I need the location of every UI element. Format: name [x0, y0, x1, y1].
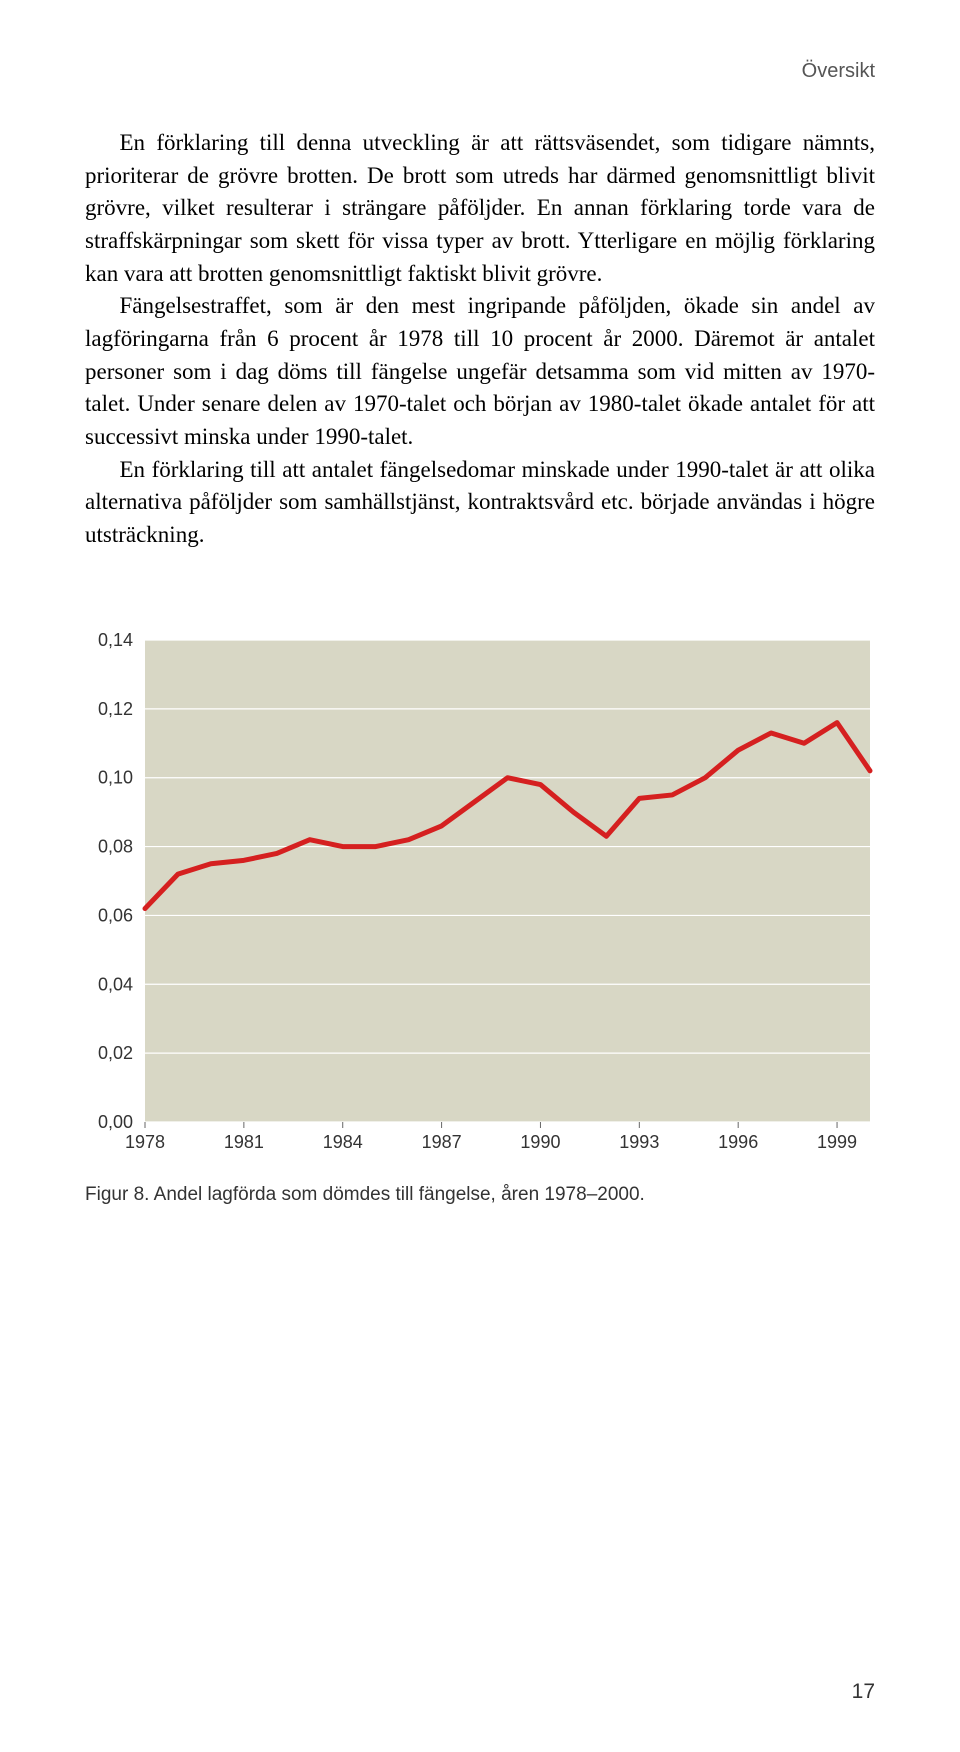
svg-text:0,00: 0,00 — [98, 1112, 133, 1132]
svg-text:1981: 1981 — [224, 1132, 264, 1152]
svg-text:1999: 1999 — [817, 1132, 857, 1152]
paragraph-3: En förklaring till att antalet fängelsed… — [85, 454, 875, 552]
svg-text:1993: 1993 — [619, 1132, 659, 1152]
section-header: Översikt — [85, 60, 875, 83]
svg-text:0,12: 0,12 — [98, 698, 133, 718]
chart-container: 0,00 0,02 0,04 0,06 0,08 0,10 0,12 0,14 1978 1981… — [85, 632, 875, 1162]
svg-text:0,08: 0,08 — [98, 836, 133, 856]
svg-text:1990: 1990 — [520, 1132, 560, 1152]
svg-text:0,04: 0,04 — [98, 974, 133, 994]
line-chart: 0,00 0,02 0,04 0,06 0,08 0,10 0,12 0,14 1978 1981… — [85, 632, 875, 1157]
body-text: En förklaring till denna utveckling är a… — [85, 127, 875, 552]
svg-text:1978: 1978 — [125, 1132, 165, 1152]
svg-text:0,06: 0,06 — [98, 905, 133, 925]
paragraph-1: En förklaring till denna utveckling är a… — [85, 127, 875, 290]
chart-caption: Figur 8. Andel lagförda som dömdes till … — [85, 1184, 875, 1206]
svg-text:0,14: 0,14 — [98, 632, 133, 650]
svg-text:1996: 1996 — [718, 1132, 758, 1152]
page-number: 17 — [852, 1680, 875, 1704]
svg-text:1987: 1987 — [422, 1132, 462, 1152]
svg-text:1984: 1984 — [323, 1132, 363, 1152]
svg-text:0,10: 0,10 — [98, 767, 133, 787]
svg-text:0,02: 0,02 — [98, 1043, 133, 1063]
paragraph-2: Fängelsestraffet, som är den mest ingrip… — [85, 290, 875, 453]
